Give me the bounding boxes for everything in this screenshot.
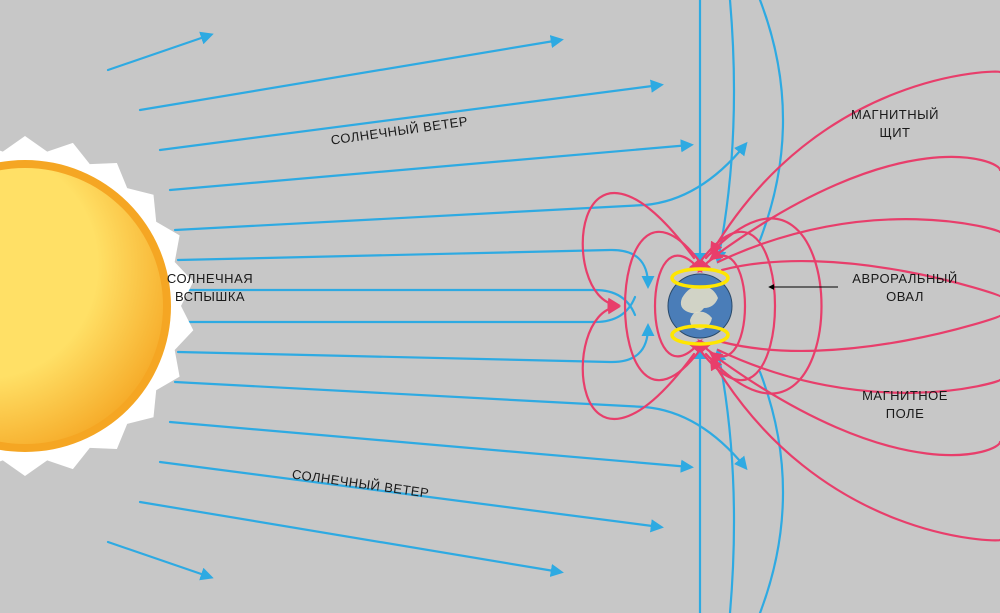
label-magnetic-field-line: МАГНИТНОЕ	[862, 388, 948, 403]
label-solar-flare-line: СОЛНЕЧНАЯ	[167, 271, 253, 286]
label-auroral-oval-line: АВРОРАЛЬНЫЙ	[852, 271, 957, 286]
label-magnetic-field-line: ПОЛЕ	[886, 406, 925, 421]
label-solar-flare-line: ВСПЫШКА	[175, 289, 245, 304]
label-magnetic-shield-line: ЩИТ	[880, 125, 911, 140]
label-auroral-oval-line: ОВАЛ	[886, 289, 924, 304]
label-magnetic-shield-line: МАГНИТНЫЙ	[851, 107, 939, 122]
